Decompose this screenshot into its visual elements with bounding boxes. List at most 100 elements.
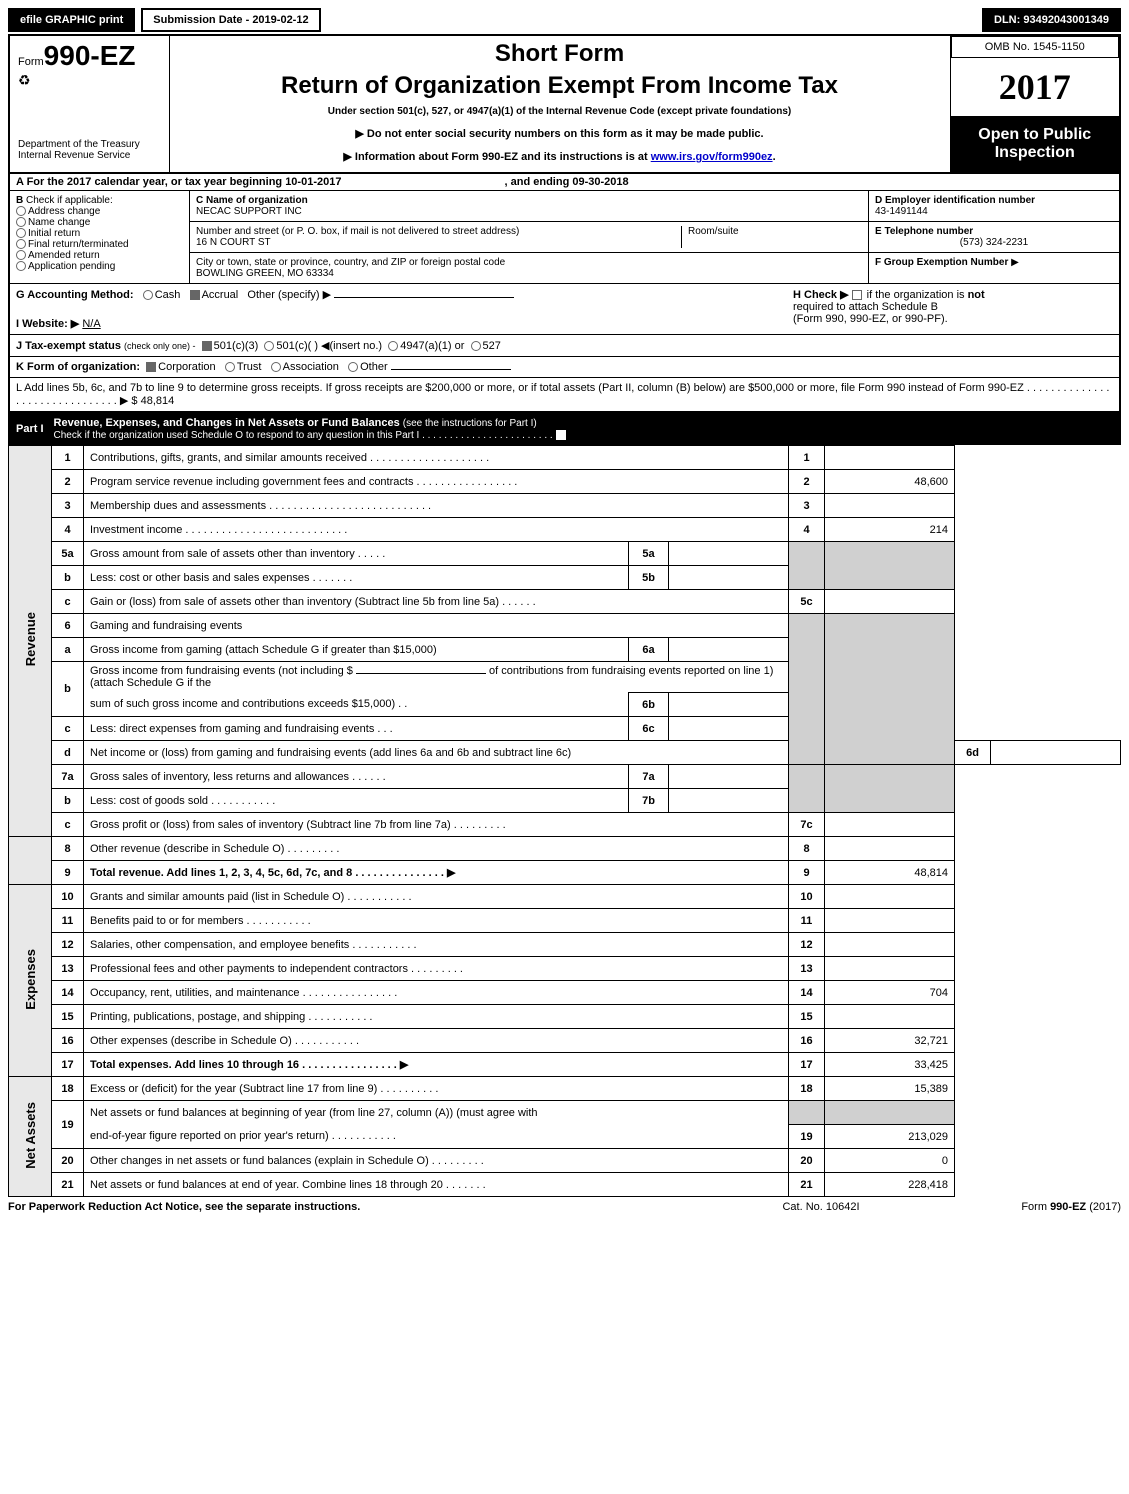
k-label: K Form of organization: — [16, 361, 140, 373]
group-exemption-arrow: ▶ — [1011, 257, 1019, 268]
l5b-midamt — [669, 566, 789, 590]
j-sub: (check only one) - — [124, 341, 196, 351]
l6b-num: b — [52, 662, 84, 717]
l19-shade-amt — [825, 1101, 955, 1125]
form-ref-post: (2017) — [1086, 1201, 1121, 1213]
4947-radio[interactable] — [388, 341, 398, 351]
h-checkbox[interactable] — [852, 290, 862, 300]
h-line3: (Form 990, 990-EZ, or 990-PF). — [793, 313, 1113, 325]
l2-desc: Program service revenue including govern… — [84, 470, 789, 494]
l11-amt — [825, 909, 955, 933]
opt-address-change: Address change — [28, 206, 100, 217]
form-header: Form990-EZ ♻ Department of the Treasury … — [8, 34, 1121, 174]
l12-amt — [825, 933, 955, 957]
section-a: A For the 2017 calendar year, or tax yea… — [10, 174, 1119, 191]
other-org-radio[interactable] — [348, 362, 358, 372]
association-radio[interactable] — [271, 362, 281, 372]
l14-desc: Occupancy, rent, utilities, and maintena… — [84, 981, 789, 1005]
line-11: 11 Benefits paid to or for members . . .… — [9, 909, 1121, 933]
l4-desc: Investment income . . . . . . . . . . . … — [84, 518, 789, 542]
l6-shade — [789, 614, 825, 765]
street-label: Number and street (or P. O. box, if mail… — [196, 226, 675, 237]
l5c-desc: Gain or (loss) from sale of assets other… — [84, 590, 789, 614]
info-block: A For the 2017 calendar year, or tax yea… — [8, 174, 1121, 413]
l6a-midamt — [669, 638, 789, 662]
revenue-vtab-cont — [9, 837, 52, 885]
info-link-pre: ▶ Information about Form 990-EZ and its … — [343, 151, 650, 163]
line-16: 16 Other expenses (describe in Schedule … — [9, 1029, 1121, 1053]
l14-rnum: 14 — [789, 981, 825, 1005]
l6a-mid: 6a — [629, 638, 669, 662]
l5a-mid: 5a — [629, 542, 669, 566]
l19b-rnum: 19 — [789, 1125, 825, 1149]
section-k: K Form of organization: Corporation Trus… — [10, 357, 1119, 378]
form-ref-pre: Form — [1021, 1201, 1050, 1213]
room-label: Room/suite — [682, 226, 862, 248]
l19b-desc: end-of-year figure reported on prior yea… — [84, 1125, 789, 1149]
l9-desc: Total revenue. Add lines 1, 2, 3, 4, 5c,… — [84, 861, 789, 885]
revenue-vtab: Revenue — [9, 446, 52, 837]
address-change-radio[interactable] — [16, 206, 26, 216]
page-footer: For Paperwork Reduction Act Notice, see … — [8, 1197, 1121, 1217]
l17-rnum: 17 — [789, 1053, 825, 1077]
amended-return-radio[interactable] — [16, 250, 26, 260]
line-17: 17 Total expenses. Add lines 10 through … — [9, 1053, 1121, 1077]
ein-label: D Employer identification number — [875, 195, 1113, 206]
opt-amended-return: Amended return — [28, 250, 100, 261]
part-1-title: Revenue, Expenses, and Changes in Net As… — [54, 417, 400, 429]
l7a-midamt — [669, 765, 789, 789]
l5a-midamt — [669, 542, 789, 566]
short-form-title: Short Form — [178, 40, 942, 68]
other-org-line[interactable] — [391, 369, 511, 370]
efile-print-button[interactable]: efile GRAPHIC print — [8, 8, 135, 32]
l7b-mid: 7b — [629, 789, 669, 813]
h-label-pre: H Check ▶ — [793, 289, 849, 301]
l11-desc: Benefits paid to or for members . . . . … — [84, 909, 789, 933]
org-name-label: C Name of organization — [196, 195, 862, 206]
l6d-desc: Net income or (loss) from gaming and fun… — [84, 741, 789, 765]
cash-radio[interactable] — [143, 290, 153, 300]
initial-return-radio[interactable] — [16, 228, 26, 238]
trust-radio[interactable] — [225, 362, 235, 372]
d-e-f-col: D Employer identification number 43-1491… — [869, 191, 1119, 283]
section-g: G Accounting Method: Cash Accrual Other … — [16, 288, 783, 330]
recycle-icon: ♻ — [18, 72, 161, 89]
l14-num: 14 — [52, 981, 84, 1005]
501c3-checkbox[interactable] — [202, 341, 212, 351]
name-change-radio[interactable] — [16, 217, 26, 227]
section-g-h: G Accounting Method: Cash Accrual Other … — [10, 284, 1119, 335]
l15-num: 15 — [52, 1005, 84, 1029]
l6b-blank[interactable] — [356, 673, 486, 674]
l6b-mid: 6b — [629, 693, 669, 717]
final-return-radio[interactable] — [16, 239, 26, 249]
ein-value: 43-1491144 — [875, 206, 1113, 217]
l20-amt: 0 — [825, 1149, 955, 1173]
application-pending-radio[interactable] — [16, 261, 26, 271]
part1-schedule-o-checkbox[interactable] — [556, 430, 566, 440]
under-section: Under section 501(c), 527, or 4947(a)(1)… — [178, 106, 942, 117]
l3-rnum: 3 — [789, 494, 825, 518]
527-radio[interactable] — [471, 341, 481, 351]
l12-rnum: 12 — [789, 933, 825, 957]
section-l: L Add lines 5b, 6c, and 7b to line 9 to … — [10, 378, 1119, 411]
opt-name-change: Name change — [28, 217, 90, 228]
l6b-sum-desc: sum of such gross income and contributio… — [84, 693, 629, 717]
open-to-public-box: Open to Public Inspection — [951, 116, 1120, 172]
501c-radio[interactable] — [264, 341, 274, 351]
form990ez-link[interactable]: www.irs.gov/form990ez — [651, 151, 773, 163]
accrual-checkbox[interactable] — [190, 290, 200, 300]
corporation-checkbox[interactable] — [146, 362, 156, 372]
l21-rnum: 21 — [789, 1173, 825, 1197]
l13-desc: Professional fees and other payments to … — [84, 957, 789, 981]
line-21: 21 Net assets or fund balances at end of… — [9, 1173, 1121, 1197]
other-specify-line[interactable] — [334, 297, 514, 298]
section-d: D Employer identification number 43-1491… — [869, 191, 1119, 222]
l2-num: 2 — [52, 470, 84, 494]
l1-rnum: 1 — [789, 446, 825, 470]
website-value: N/A — [82, 318, 100, 330]
section-e: E Telephone number (573) 324-2231 — [869, 222, 1119, 253]
part-1-sub: Check if the organization used Schedule … — [54, 430, 553, 441]
l21-desc: Net assets or fund balances at end of ye… — [84, 1173, 789, 1197]
h-line2: required to attach Schedule B — [793, 301, 1113, 313]
line-5a: 5a Gross amount from sale of assets othe… — [9, 542, 1121, 566]
